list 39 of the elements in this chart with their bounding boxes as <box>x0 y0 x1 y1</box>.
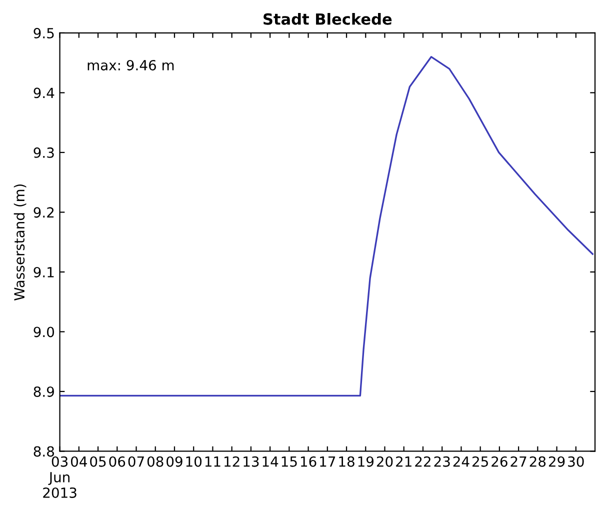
x-tick-label: 07 <box>128 456 144 467</box>
x-tick-label: 21 <box>396 456 412 467</box>
y-axis-title: Wasserstand (m) <box>14 184 26 300</box>
x-tick-label: 10 <box>186 456 202 467</box>
x-tick-label: 20 <box>376 456 393 467</box>
x-tick-label: 13 <box>244 456 259 467</box>
x-tick-label: 28 <box>530 456 546 467</box>
x-tick-label: 12 <box>224 456 240 467</box>
x-tick-label: 16 <box>300 456 316 467</box>
chart-title: Stadt Bleckede <box>264 13 392 25</box>
x-tick-label: 14 <box>262 456 278 467</box>
x-tick-label: 19 <box>358 456 374 467</box>
x-tick-label: 29 <box>548 456 565 467</box>
x-tick-label: 15 <box>282 456 297 467</box>
y-tick-label: 9.4 <box>34 88 54 98</box>
x-tick-label: 22 <box>415 456 430 467</box>
x-tick-label: 27 <box>510 456 526 467</box>
line-series <box>60 56 594 396</box>
annotation: max: 9.46 m <box>88 60 174 70</box>
y-tick-label: 8.8 <box>34 446 54 457</box>
x-tick-label: 18 <box>339 456 354 467</box>
y-tick-label: 9.2 <box>34 207 54 218</box>
x-tick-label: 23 <box>434 456 450 467</box>
x-tick-label: 06 <box>109 456 126 467</box>
x-tick-label: 17 <box>320 456 336 467</box>
y-tick-label: 9.0 <box>34 326 54 338</box>
x-tick-label: 08 <box>147 456 164 467</box>
y-tick-label: 9.5 <box>34 28 54 38</box>
x-tick-label: 05 <box>90 456 106 467</box>
x-tick-label: 24 <box>453 456 470 467</box>
y-tick-label: 9.1 <box>34 266 54 278</box>
x-tick-label: 30 <box>568 456 584 467</box>
x-tick-label: 26 <box>492 456 508 467</box>
y-tick-label: 8.9 <box>34 386 54 397</box>
y-tick-label: 9.3 <box>34 147 54 158</box>
x-tick-label: 09 <box>166 456 182 467</box>
x-tick-label: 11 <box>205 456 220 467</box>
x-tick-label: 25 <box>472 456 488 467</box>
x-tick-label: 04 <box>70 456 87 467</box>
